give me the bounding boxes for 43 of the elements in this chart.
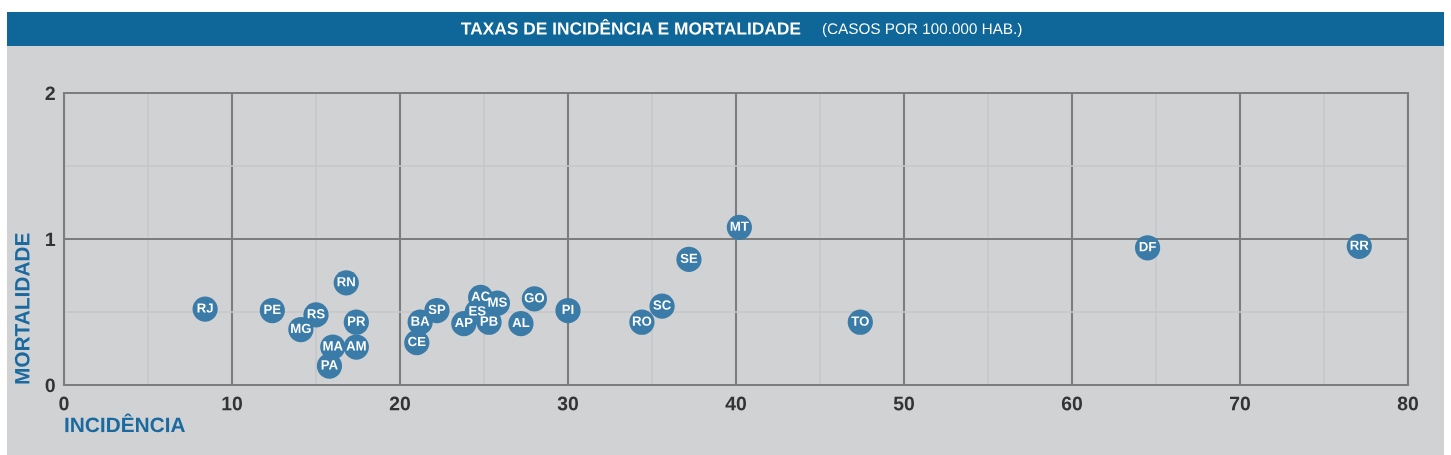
series-label: AM (346, 341, 366, 351)
y-tick-label: 2 (45, 86, 55, 101)
series-label: PI (562, 304, 574, 314)
series-label: RO (632, 316, 652, 326)
x-tick-label: 70 (1230, 396, 1251, 411)
series-label: MA (323, 341, 343, 351)
series-label: PB (480, 316, 498, 326)
y-tick-label: 0 (45, 378, 55, 393)
x-tick-label: 30 (557, 396, 579, 411)
series-label: CE (408, 336, 426, 347)
series-label: SE (680, 253, 698, 263)
series-label: GO (524, 293, 545, 303)
chart-title: TAXAS DE INCIDÊNCIA E MORTALIDADE (461, 18, 801, 35)
series-label: PA (321, 360, 338, 370)
series-label: RJ (197, 303, 213, 313)
series-label: MS (488, 297, 507, 307)
x-axis-title: INCIDÊNCIA (65, 413, 185, 433)
chart-subtitle: (CASOS POR 100.000 HAB.) (822, 22, 1022, 38)
x-tick-label: 0 (59, 396, 69, 411)
series-label: AC (471, 291, 490, 301)
x-tick-label: 40 (725, 396, 747, 411)
series-label: AP (455, 318, 473, 328)
x-tick-label: 80 (1397, 396, 1419, 411)
series-label: MT (730, 221, 749, 231)
series-label: MG (291, 323, 311, 334)
x-tick-label: 50 (893, 396, 915, 411)
series-label: ES (469, 306, 486, 316)
series-label: PR (348, 316, 366, 326)
x-tick-label: 20 (389, 396, 411, 411)
series-label: AL (512, 318, 530, 328)
series-label: TO (851, 316, 869, 326)
series-label: DF (1139, 242, 1156, 252)
y-axis-title: MORTALIDADE (14, 233, 30, 384)
series-label: BA (411, 316, 430, 326)
series-label: RS (307, 309, 325, 319)
series-label: RR (1350, 240, 1369, 250)
x-tick-label: 60 (1061, 396, 1083, 411)
series-label: SC (653, 300, 671, 310)
series-label: SP (428, 304, 446, 315)
x-tick-label: 10 (222, 396, 243, 411)
y-tick-label: 1 (46, 232, 56, 247)
series-label: RN (337, 277, 355, 287)
series-label: PE (264, 304, 281, 314)
